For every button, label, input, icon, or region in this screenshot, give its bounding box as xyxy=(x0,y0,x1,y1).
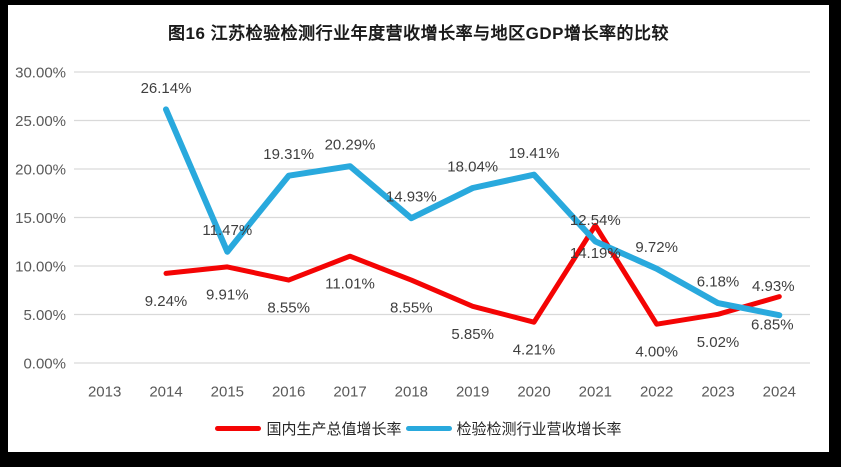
data-label-gdp-growth-2015: 9.91% xyxy=(206,286,249,303)
data-label-industry-revenue-2020: 19.41% xyxy=(509,145,560,162)
data-label-industry-revenue-2015: 11.47% xyxy=(202,222,252,239)
x-axis-tick-label: 2013 xyxy=(88,384,121,401)
industry-revenue-line-swatch xyxy=(405,425,452,431)
data-label-industry-revenue-2014: 26.14% xyxy=(141,80,192,97)
y-axis-tick-label: 5.00% xyxy=(23,307,66,324)
x-axis-tick-label: 2018 xyxy=(395,384,428,401)
x-axis-tick-label: 2021 xyxy=(579,384,612,401)
data-label-gdp-growth-2022: 4.00% xyxy=(635,344,678,361)
data-label-industry-revenue-2018: 14.93% xyxy=(386,189,437,206)
gdp-growth-line xyxy=(163,222,782,327)
x-axis-tick-label: 2019 xyxy=(456,384,489,401)
x-axis-tick-label: 2014 xyxy=(149,384,182,401)
legend-label-gdp-growth: 国内生产总值增长率 xyxy=(266,420,402,438)
data-label-gdp-growth-2016: 8.55% xyxy=(267,300,310,317)
y-axis-tick-label: 0.00% xyxy=(23,356,66,373)
legend-label-industry-revenue: 检验检测行业营收增长率 xyxy=(456,420,622,438)
y-axis-tick-label: 30.00% xyxy=(15,65,66,82)
data-label-industry-revenue-2019: 18.04% xyxy=(447,159,498,176)
chart-canvas xyxy=(8,5,829,452)
data-label-industry-revenue-2024: 6.85% xyxy=(751,317,794,334)
legend-item-industry-revenue: 检验检测行业营收增长率 xyxy=(405,418,622,439)
data-label-industry-revenue-2021: 12.54% xyxy=(570,212,621,229)
data-label-gdp-growth-2014: 9.24% xyxy=(145,293,188,310)
x-axis-tick-label: 2024 xyxy=(763,384,796,401)
y-axis-tick-label: 15.00% xyxy=(15,210,66,227)
data-label-gdp-growth-2018: 8.55% xyxy=(390,300,433,317)
y-axis-tick-label: 25.00% xyxy=(15,113,66,130)
data-label-gdp-growth-2024: 4.93% xyxy=(752,278,795,295)
data-label-gdp-growth-2020: 4.21% xyxy=(513,342,556,359)
y-axis-tick-label: 20.00% xyxy=(15,162,66,179)
data-label-gdp-growth-2021: 14.19% xyxy=(570,245,621,262)
legend: 国内生产总值增长率 检验检测行业营收增长率 xyxy=(8,416,829,440)
x-axis-tick-label: 2015 xyxy=(211,384,244,401)
legend-item-gdp-growth: 国内生产总值增长率 xyxy=(215,418,402,439)
industry-revenue-line xyxy=(163,106,783,319)
chart-title: 图16 江苏检验检测行业年度营收增长率与地区GDP增长率的比较 xyxy=(168,24,669,43)
data-label-gdp-growth-2019: 5.85% xyxy=(451,326,494,343)
data-label-industry-revenue-2016: 19.31% xyxy=(263,146,314,163)
gdp-growth-line-swatch xyxy=(215,425,262,431)
data-label-industry-revenue-2023: 6.18% xyxy=(697,274,740,291)
data-label-gdp-growth-2017: 11.01% xyxy=(325,276,375,293)
y-axis-tick-label: 10.00% xyxy=(15,259,66,276)
x-axis-tick-label: 2023 xyxy=(701,384,734,401)
x-axis-tick-label: 2020 xyxy=(517,384,550,401)
x-axis-tick-label: 2017 xyxy=(333,384,366,401)
data-label-industry-revenue-2017: 20.29% xyxy=(325,137,376,154)
data-label-industry-revenue-2022: 9.72% xyxy=(635,239,678,256)
data-label-gdp-growth-2023: 5.02% xyxy=(697,334,740,351)
x-axis-tick-label: 2016 xyxy=(272,384,305,401)
x-axis-tick-label: 2022 xyxy=(640,384,673,401)
